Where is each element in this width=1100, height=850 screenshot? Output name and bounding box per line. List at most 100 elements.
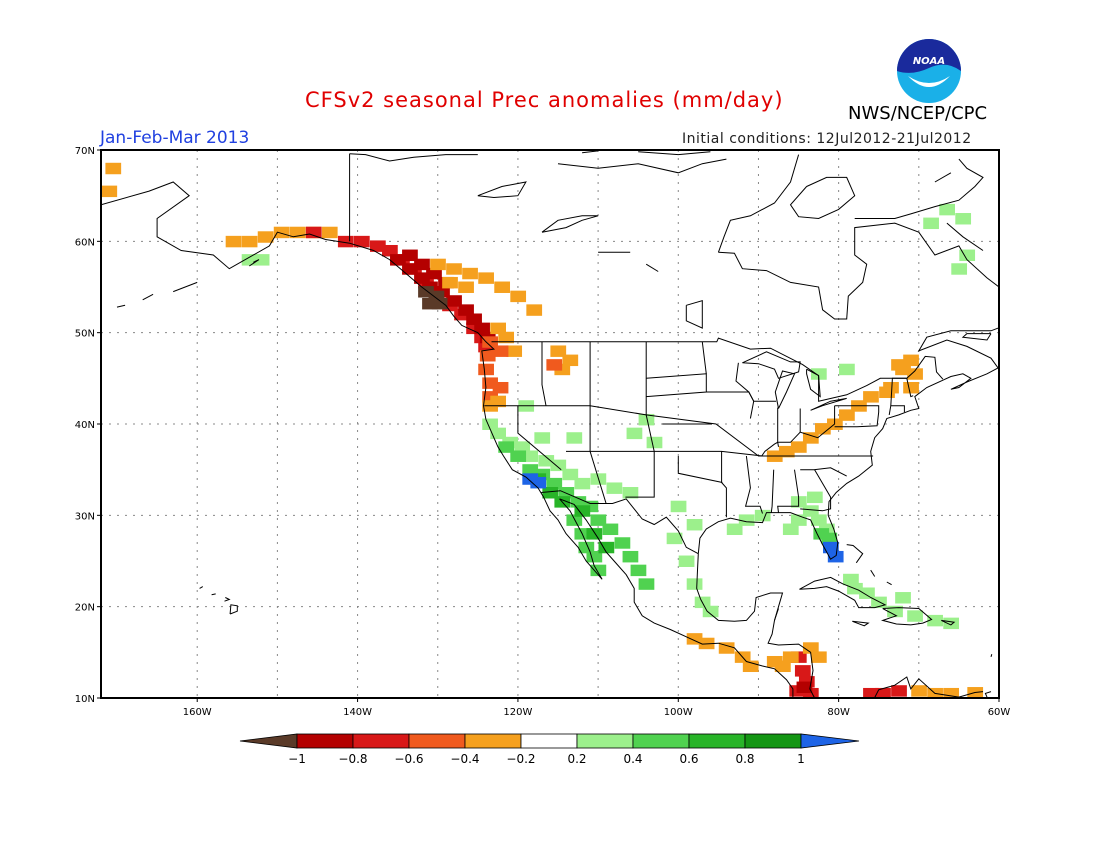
anomaly-cell: [490, 427, 507, 440]
coastline-segment: [582, 150, 599, 154]
lat-tick-label: 50N: [75, 329, 95, 340]
anomaly-cell: [686, 578, 703, 590]
anomaly-cell: [863, 687, 879, 698]
colorbar-label: −0.2: [506, 752, 535, 766]
anomaly-cell: [738, 514, 755, 526]
lon-tick-label: 140W: [343, 707, 372, 718]
anomaly-cell: [638, 413, 655, 426]
colorbar-label: −0.8: [338, 752, 367, 766]
coastline-segment: [852, 620, 870, 627]
colorbar-segment: [352, 733, 410, 749]
coastline-segment: [806, 368, 821, 398]
anomaly-cell: [626, 427, 643, 440]
coastline-segment: [886, 581, 892, 586]
anomaly-cell: [574, 477, 591, 490]
anomaly-cell: [586, 528, 603, 540]
anomaly-cell: [241, 254, 258, 266]
anomaly-cell: [774, 660, 791, 673]
anomaly-cell: [431, 297, 448, 310]
agency-label: NWS/NCEP/CPC: [848, 103, 988, 124]
coastline-segment: [677, 456, 723, 483]
anomaly-cell: [466, 313, 482, 325]
anomaly-cell: [482, 391, 498, 403]
anomaly-cell: [796, 681, 813, 694]
anomaly-cell: [943, 687, 960, 698]
anomaly-cell: [871, 596, 887, 609]
coastline-segment: [541, 341, 547, 406]
anomaly-cell: [794, 665, 811, 677]
anomaly-cell: [458, 304, 474, 316]
anomaly-cell: [891, 359, 907, 371]
lon-tick-label: 100W: [664, 707, 693, 718]
colorbar-segment: [296, 733, 354, 749]
anomaly-cell: [492, 381, 509, 394]
coastline-segment: [735, 362, 755, 419]
anomaly-cell: [510, 450, 527, 462]
coastline-segment: [761, 405, 836, 457]
anomaly-cell: [241, 235, 258, 248]
coastline-segment: [880, 607, 933, 626]
anomaly-cell: [498, 441, 515, 453]
coastline-segment: [814, 676, 984, 698]
coastline-segment: [770, 469, 775, 513]
anomaly-cell: [943, 617, 960, 630]
anomaly-cell: [895, 592, 911, 604]
anomaly-cell: [666, 532, 683, 545]
coastline-segment: [846, 544, 864, 564]
anomaly-cells: [101, 162, 984, 698]
anomaly-cell: [742, 660, 759, 673]
map-gridlines: [101, 150, 999, 698]
colorbar-segment: [744, 733, 802, 749]
anomaly-cell: [702, 605, 719, 618]
coastline-segment: [349, 153, 478, 162]
coastline-segment: [717, 154, 800, 253]
anomaly-cell: [802, 432, 819, 444]
anomaly-cell: [718, 642, 735, 654]
anomaly-cell: [802, 505, 819, 517]
lat-tick-label: 20N: [75, 603, 95, 614]
coastline-segment: [638, 151, 711, 156]
anomaly-cell: [574, 505, 591, 517]
coastline-segment: [173, 281, 198, 293]
coastline-segment: [941, 619, 956, 626]
anomaly-cell: [492, 345, 509, 357]
anomaly-cell: [506, 345, 523, 357]
colorbar-high-arrow: [800, 733, 860, 749]
coastline-segment: [990, 654, 993, 658]
anomaly-cell: [883, 381, 899, 394]
anomaly-cell: [806, 491, 823, 504]
anomaly-cell: [522, 450, 539, 462]
anomaly-cell: [907, 368, 923, 380]
coastline-segment: [870, 569, 876, 577]
longitude-ticks: 160W 140W 120W 100W 80W 60W: [183, 698, 1010, 718]
anomaly-cell: [482, 418, 498, 430]
anomaly-cell: [606, 482, 623, 494]
anomaly-cell: [923, 217, 939, 230]
anomaly-cell: [903, 354, 919, 367]
coastline-segment: [917, 327, 999, 370]
coastline-segment: [142, 293, 154, 301]
coastline-segment: [116, 304, 126, 308]
coastline-segment: [777, 469, 800, 513]
coastline-segment: [199, 586, 204, 589]
anomaly-cell: [510, 290, 527, 303]
anomaly-cell: [550, 345, 567, 357]
anomaly-cell: [546, 477, 563, 490]
anomaly-cell: [479, 350, 496, 362]
coastline-segment: [721, 451, 727, 518]
anomaly-cell: [474, 322, 490, 335]
chart-title: CFSv2 seasonal Prec anomalies (mm/day): [305, 88, 784, 112]
anomaly-cell: [766, 655, 783, 668]
anomaly-cell: [490, 322, 507, 335]
coastline-segment: [701, 341, 707, 374]
anomaly-cell: [458, 281, 474, 293]
anomaly-cell: [810, 651, 827, 663]
anomaly-cell: [466, 322, 482, 335]
anomaly-cell: [843, 573, 859, 586]
coastline-segment: [491, 337, 944, 402]
colorbar-label: 0.8: [735, 752, 754, 766]
coastline-segment: [1004, 318, 1058, 355]
anomaly-cell: [622, 487, 639, 499]
anomaly-cell: [446, 295, 462, 307]
